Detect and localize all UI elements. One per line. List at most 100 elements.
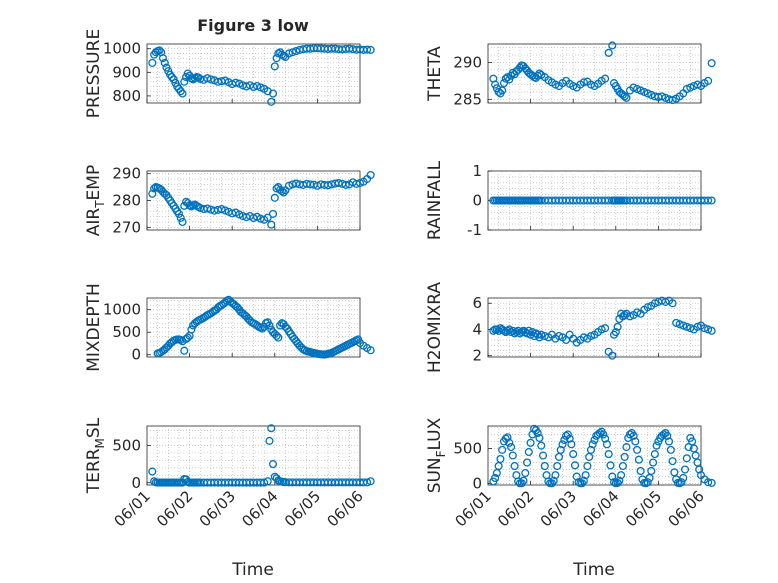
data-point [664, 437, 674, 446]
y-axis-label: H2OMIXRA [425, 282, 445, 373]
data-point [274, 333, 283, 342]
data-point [611, 328, 620, 337]
data-point [538, 451, 548, 460]
data-point [620, 310, 629, 320]
data-point [160, 58, 169, 67]
x-axis-label-right: Time [572, 560, 615, 580]
data-point [526, 438, 535, 447]
data-point [267, 97, 276, 106]
x-tick-label: 06/04 [238, 487, 281, 530]
data-point [363, 478, 372, 487]
data-point [634, 455, 643, 464]
x-tick-label: 06/06 [665, 487, 708, 530]
data-point [560, 435, 569, 445]
y-tick-label: 270 [112, 218, 141, 236]
data-point [176, 87, 185, 96]
data-point [700, 324, 709, 333]
data-point [535, 69, 544, 78]
data-point [668, 96, 677, 105]
data-point [523, 458, 532, 467]
data-point [553, 461, 562, 471]
data-point [549, 476, 558, 485]
data-point [684, 443, 693, 452]
plot-area [146, 425, 361, 486]
x-tick-label: 06/01 [111, 487, 154, 530]
data-point [707, 326, 716, 335]
data-point [707, 478, 716, 487]
data-point [679, 473, 688, 483]
data-point [679, 321, 688, 330]
y-tick-label: 285 [453, 90, 482, 108]
y-tick-label: 2 [472, 347, 482, 365]
y-tick-label: 1000 [103, 40, 141, 58]
data-point [650, 450, 659, 459]
x-tick-label: 06/01 [452, 487, 495, 530]
data-point [206, 75, 215, 84]
data-point [498, 86, 507, 95]
x-tick-label: 06/02 [153, 487, 196, 530]
data-point [292, 47, 301, 56]
y-tick-label: 0 [131, 346, 141, 364]
x-tick-label: 06/03 [537, 487, 580, 530]
data-point [270, 193, 279, 202]
data-point [633, 308, 642, 317]
x-tick-label: 06/02 [494, 487, 537, 530]
data-point [599, 430, 608, 439]
data-point [602, 440, 611, 449]
data-point [581, 471, 590, 480]
data-point [265, 321, 274, 330]
data-point [256, 83, 265, 92]
data-point [178, 217, 187, 227]
data-point [668, 299, 677, 308]
data-point [258, 324, 267, 333]
data-point [620, 452, 629, 461]
data-point [613, 478, 622, 487]
x-axis-label-left: Time [231, 560, 274, 580]
x-tick-label: 06/06 [324, 487, 367, 530]
data-point [570, 461, 580, 470]
data-point [267, 220, 276, 229]
data-point [613, 322, 622, 331]
data-point [537, 441, 546, 450]
data-point [535, 433, 544, 442]
data-point [180, 346, 189, 355]
data-point [167, 72, 176, 82]
data-point [636, 466, 645, 476]
data-point [272, 331, 281, 340]
data-point [252, 81, 262, 91]
data-point [567, 440, 576, 449]
data-point [625, 430, 635, 439]
data-point [183, 333, 192, 342]
data-point [263, 213, 272, 222]
data-point [489, 326, 498, 335]
data-point [663, 431, 672, 440]
data-point [647, 90, 656, 99]
data-point [579, 476, 588, 485]
data-point [625, 312, 635, 321]
data-point [217, 205, 226, 214]
data-point [155, 46, 164, 55]
data-point [190, 74, 199, 83]
data-point [524, 326, 533, 335]
data-point [268, 89, 278, 98]
data-point [279, 188, 288, 197]
data-point [604, 450, 613, 459]
subplot-rainfall: -1 0 1 RAINFALL [425, 160, 716, 240]
data-point [704, 76, 713, 85]
y-tick-label: 280 [112, 192, 141, 210]
data-point [503, 326, 512, 335]
data-point [649, 458, 658, 467]
data-point [352, 179, 361, 188]
data-point [569, 450, 578, 459]
data-point [203, 204, 212, 213]
y-tick-label: 0 [131, 474, 141, 492]
data-point [608, 41, 617, 50]
data-point [187, 325, 196, 334]
y-axis-label: MIXDEPTH [84, 283, 104, 372]
y-tick-label: 500 [112, 436, 141, 454]
y-axis-label: THETA [425, 46, 445, 102]
subplot-sun_flux: 0 500 06/01 06/02 06/03 06/04 06/05 06/06 SUNFLU… [425, 417, 716, 530]
data-point [334, 179, 343, 188]
y-axis-label: RAINFALL [425, 160, 445, 240]
